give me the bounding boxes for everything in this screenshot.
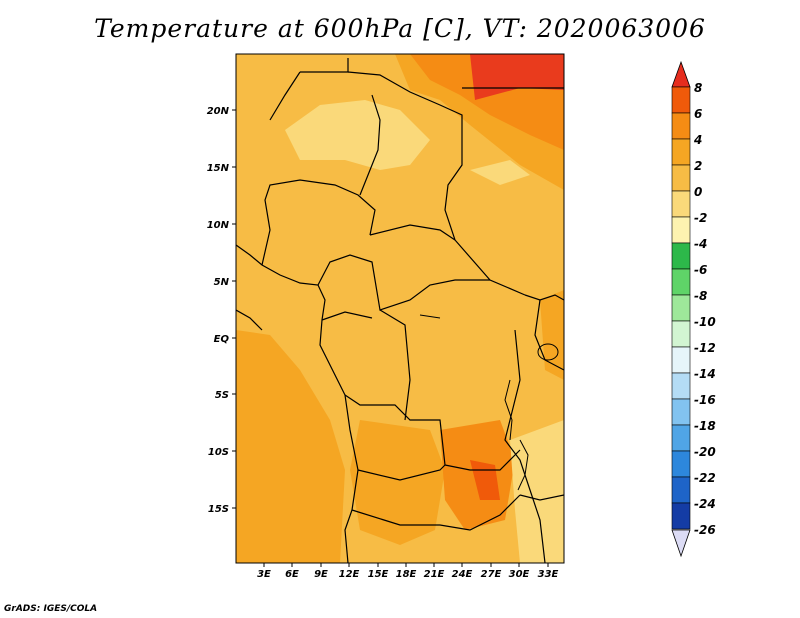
lat-label: EQ <box>214 334 230 345</box>
colorbar-cell <box>671 450 691 478</box>
lat-label: 15N <box>207 163 230 174</box>
colorbar-cell <box>671 112 691 140</box>
lon-label: 15E <box>368 569 389 580</box>
lat-label: 5S <box>215 390 229 401</box>
colorbar-top-arrow <box>671 60 691 88</box>
colorbar-label: -16 <box>694 393 716 407</box>
colorbar-cell <box>671 164 691 192</box>
colorbar-cell <box>671 502 691 530</box>
lon-label: 27E <box>481 569 502 580</box>
colorbar-label: -4 <box>694 237 707 251</box>
colorbar-cell <box>671 190 691 218</box>
colorbar-cell <box>671 424 691 452</box>
colorbar-bottom-arrow <box>671 529 691 558</box>
colorbar-label: -20 <box>694 445 716 459</box>
credit-text: GrADS: IGES/COLA <box>4 604 98 614</box>
colorbar-label: -6 <box>694 263 707 277</box>
lon-label: 18E <box>396 569 417 580</box>
colorbar-cell <box>671 268 691 296</box>
map-frame <box>235 53 565 564</box>
lon-label: 30E <box>509 569 530 580</box>
longitude-axis: 3E 6E 9E 12E 15E 18E 21E 24E 27E 30E 33E <box>257 563 559 580</box>
country-borders <box>236 58 564 563</box>
colorbar-label: 4 <box>693 133 702 147</box>
lon-label: 3E <box>257 569 271 580</box>
map-title: Temperature at 600hPa [C], VT: 202006300… <box>94 14 706 43</box>
lakes <box>419 314 559 491</box>
lat-label: 10S <box>208 447 229 458</box>
colorbar-cell <box>671 216 691 244</box>
colorbar-cell <box>671 346 691 374</box>
lat-label: 10N <box>207 220 230 231</box>
colorbar-label: -22 <box>694 471 716 485</box>
colorbar-cell <box>671 86 691 114</box>
lat-label: 15S <box>208 504 229 515</box>
colorbar-cell <box>671 398 691 426</box>
colorbar-label: -10 <box>694 315 716 329</box>
lat-label: 5N <box>214 277 230 288</box>
colorbar-cell <box>671 320 691 348</box>
lon-label: 9E <box>314 569 328 580</box>
colorbar-label: 8 <box>694 81 702 95</box>
lon-label: 33E <box>538 569 559 580</box>
colorbar-label: 2 <box>694 159 702 173</box>
temperature-field <box>236 54 564 563</box>
colorbar-label: 6 <box>694 107 702 121</box>
lon-label: 21E <box>424 569 445 580</box>
colorbar-label: -24 <box>694 497 716 511</box>
colorbar-cell <box>671 372 691 400</box>
colorbar-label: -2 <box>694 211 707 225</box>
lon-label: 12E <box>339 569 360 580</box>
lat-label: 20N <box>207 106 230 117</box>
colorbar-label: -12 <box>694 341 716 355</box>
colorbar-cell <box>671 242 691 270</box>
lon-label: 6E <box>285 569 299 580</box>
colorbar: 8 6 4 2 0 -2 -4 -6 -8 -10 -12 -14 -16 -1… <box>671 60 716 558</box>
colorbar-cell <box>671 476 691 504</box>
colorbar-label: -18 <box>694 419 716 433</box>
colorbar-label: -14 <box>694 367 716 381</box>
colorbar-label: -26 <box>694 523 716 537</box>
lon-label: 24E <box>452 569 473 580</box>
colorbar-cell <box>671 294 691 322</box>
colorbar-label: -8 <box>694 289 707 303</box>
colorbar-label: 0 <box>694 185 702 199</box>
colorbar-cell <box>671 138 691 166</box>
latitude-axis: 20N 15N 10N 5N EQ 5S 10S 15S <box>207 106 236 515</box>
